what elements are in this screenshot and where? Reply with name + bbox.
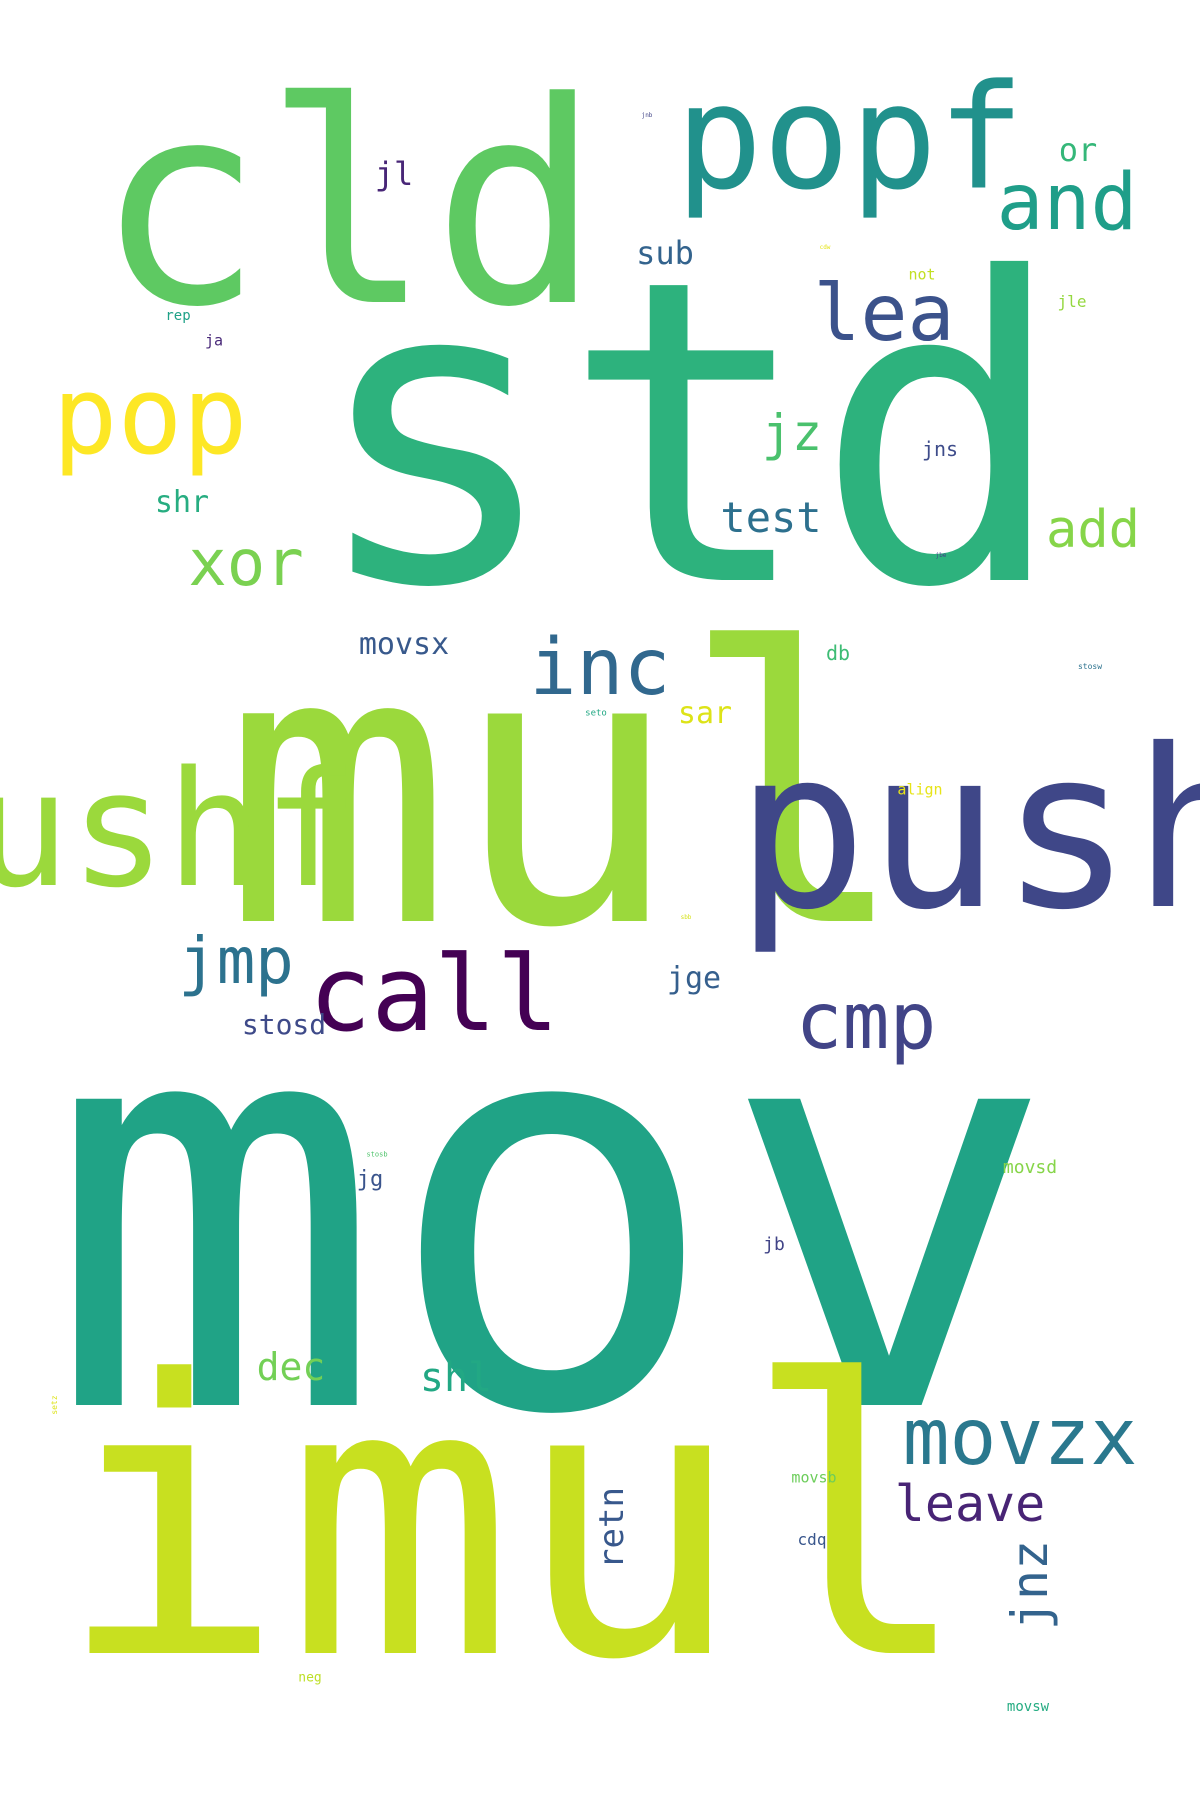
word-jb: jb xyxy=(763,1234,785,1255)
word-leave: leave xyxy=(894,1475,1046,1533)
word-stosw: stosw xyxy=(1077,662,1103,671)
word-sub: sub xyxy=(636,234,694,272)
word-movsd: movsd xyxy=(1002,1157,1058,1178)
word-or: or xyxy=(1058,131,1098,169)
word-shl: shl xyxy=(419,1355,493,1401)
word-pop: pop xyxy=(52,354,248,479)
word-std: std xyxy=(308,191,1068,680)
word-mul: mul xyxy=(222,568,910,1011)
word-neg: neg xyxy=(298,1670,322,1686)
word-movzx: movzx xyxy=(902,1393,1138,1483)
word-mov: mov xyxy=(46,886,1058,1538)
word-ja: ja xyxy=(204,331,224,350)
word-not: not xyxy=(908,265,936,284)
word-cdq: cdq xyxy=(797,1530,827,1549)
word-jg: jg xyxy=(356,1167,384,1192)
word-imul: imul xyxy=(56,1300,972,1743)
word-call: call xyxy=(308,933,560,1055)
word-rep: rep xyxy=(165,308,191,324)
word-popf: popf xyxy=(675,53,1025,223)
word-and: and xyxy=(996,158,1138,248)
word-jnz: jnz xyxy=(1001,1539,1059,1631)
word-cmp: cmp xyxy=(795,977,937,1067)
word-xor: xor xyxy=(188,527,304,601)
word-test: test xyxy=(720,493,822,542)
word-movsx: movsx xyxy=(358,627,450,662)
word-jge: jge xyxy=(666,961,722,996)
word-lea: lea xyxy=(813,269,955,359)
word-db: db xyxy=(825,641,851,665)
word-cdw: cdw xyxy=(819,244,831,251)
word-dec: dec xyxy=(256,1345,326,1389)
word-setz: setz xyxy=(50,1395,59,1415)
word-add: add xyxy=(1046,500,1140,560)
word-inc: inc xyxy=(529,623,671,713)
word-jns: jns xyxy=(921,437,959,461)
word-sar: sar xyxy=(677,696,733,731)
word-sub2: sbb xyxy=(680,914,692,921)
word-jl: jl xyxy=(374,155,414,193)
word-pushf: pushf xyxy=(0,736,359,923)
word-retn: retn xyxy=(592,1487,632,1569)
word-shr: shr xyxy=(154,485,210,520)
word-push: push xyxy=(735,702,1200,958)
word-movsb: movsb xyxy=(791,1468,837,1487)
word-jz: jz xyxy=(761,404,823,462)
word-seto: seto xyxy=(585,708,607,719)
word-stosd: stosd xyxy=(241,1008,327,1041)
word-jmp: jmp xyxy=(178,925,294,999)
word-movsw: movsw xyxy=(1006,1699,1050,1715)
word-jle: jle xyxy=(1057,292,1087,311)
word-align: align xyxy=(897,780,943,799)
word-jbe: jbe xyxy=(935,552,947,559)
word-jb2: jnb xyxy=(641,112,653,119)
word-stosb: stosb xyxy=(366,1150,388,1159)
word-cld: cld xyxy=(95,43,601,369)
